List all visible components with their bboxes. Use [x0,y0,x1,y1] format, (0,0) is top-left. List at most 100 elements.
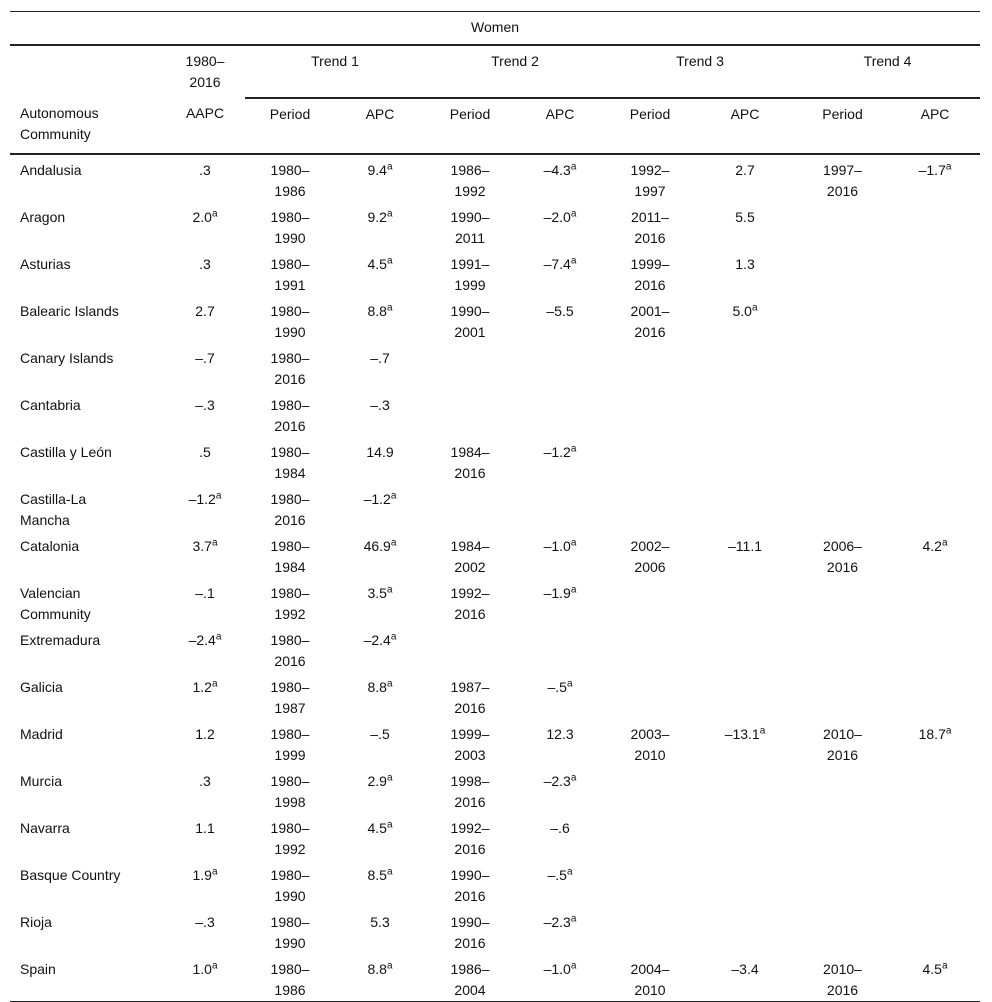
community-name: Spain [20,961,56,977]
cell-value: –1.2 [188,491,216,507]
table-cell: –1.2a [335,484,425,531]
column-header: AAPC [165,98,245,155]
table-cell [795,343,890,390]
cell-value: –7.4 [543,256,571,272]
table-cell: 46.9a [335,531,425,578]
table-cell: 1980–2016 [245,625,335,672]
significance-mark: a [759,725,766,737]
group-header: 1980–2016 [165,45,245,98]
table-row: Madrid 1.2 1980–1999 –.5 1999–2003 12.3 2003–2… [10,719,980,766]
table-cell: 2010–2016 [795,954,890,1002]
column-header: APC [695,98,795,155]
table-cell [795,766,890,813]
table-row: Extremadura –2.4a 1980–2016 –2.4a [10,625,980,672]
cell-value: –13.1 [724,726,760,742]
period: 1980–1987 [270,679,310,716]
table-cell: 1.0a [165,954,245,1002]
table-cell: 8.8a [335,672,425,719]
significance-mark: a [386,866,393,878]
column-header: Period [425,98,515,155]
table-cell [605,860,695,907]
group-header: Trend 3 [605,45,795,99]
table-cell: 2.7 [695,154,795,202]
period: 1980–1999 [270,726,310,763]
table-cell [695,578,795,625]
table-cell [605,813,695,860]
table-cell: 1991–1999 [425,249,515,296]
table-row: Balearic Islands 2.7 1980–1990 8.8a 1990–200… [10,296,980,343]
table-cell: 5.3 [335,907,425,954]
cell-value: –1.2 [543,444,571,460]
significance-mark: a [390,490,397,502]
table-cell: 4.2a [890,531,980,578]
table-cell [795,578,890,625]
table-cell: 1.2a [165,672,245,719]
period: 1992–2016 [450,820,490,857]
table-cell [695,813,795,860]
community-name: Cantabria [20,397,81,413]
table-cell: 1990–2011 [425,202,515,249]
table-cell [695,437,795,484]
table-cell: 1986–2004 [425,954,515,1002]
table-cell [695,390,795,437]
table-cell: 2003–2010 [605,719,695,766]
table-cell [795,296,890,343]
cell-value: .3 [199,773,211,789]
table-row: Valencian Community –.1 1980–1992 3.5a 1992–… [10,578,980,625]
table-cell: 1980–1987 [245,672,335,719]
table-cell: 1980–1984 [245,531,335,578]
significance-mark: a [941,960,948,972]
period: 2003–2010 [630,726,670,763]
table-cell: 9.4a [335,154,425,202]
group-header: Trend 2 [425,45,605,99]
period: 1999–2016 [630,256,670,293]
table-cell: –2.4a [335,625,425,672]
table-cell: 1992–2016 [425,578,515,625]
community-name: Basque Country [20,867,121,883]
table-cell: –13.1a [695,719,795,766]
title-row: Women [10,11,981,46]
group-header-text: Trend 2 [491,53,539,69]
table-cell: 1980–1986 [245,154,335,202]
table-cell: 1.9a [165,860,245,907]
table-row: Asturias .3 1980–1991 4.5a 1991–1999 –7.4a 199… [10,249,980,296]
table-cell: 2011–2016 [605,202,695,249]
cell-value: –.7 [370,350,390,366]
period: 2010–2016 [823,961,862,998]
table-cell: –1.2a [515,437,605,484]
table-cell [425,625,515,672]
table-cell: 1.2 [165,719,245,766]
table-cell [605,484,695,531]
table-cell: 1980–1990 [245,907,335,954]
table-cell: –2.4a [165,625,245,672]
table-body: Andalusia .3 1980–1986 9.4a 1986–1992 –4.3a 19… [10,154,980,1002]
table-cell [890,578,980,625]
cell-value: –1.9 [543,585,571,601]
table-cell: –4.3a [515,154,605,202]
cell-value: –2.3 [543,773,571,789]
table-cell: 8.8a [335,954,425,1002]
table-cell [795,625,890,672]
column-header: Period [605,98,695,155]
cell-value: 1.2 [195,726,215,742]
cell-value: 1.1 [195,820,215,836]
significance-mark: a [566,678,573,690]
significance-mark: a [390,631,397,643]
table-cell: 1980–2016 [245,343,335,390]
table-cell [425,390,515,437]
cell-value: 1.9 [192,867,212,883]
table-cell [795,813,890,860]
cell-value: 18.7 [918,726,946,742]
period: 2010–2016 [823,726,862,763]
period: 1987–2016 [450,679,490,716]
period: 1984–2002 [450,538,490,575]
table-cell [795,249,890,296]
cell-value: 4.5 [922,961,942,977]
cell-value: –2.0 [543,209,571,225]
table-cell: .5 [165,437,245,484]
cell-value: 8.8 [367,679,387,695]
data-table: Women 1980–2016 Trend 1 Trend 2 Trend 3 Trend… [10,11,981,1002]
significance-mark: a [215,631,222,643]
table-cell [605,907,695,954]
period: 1980–2016 [270,350,310,387]
